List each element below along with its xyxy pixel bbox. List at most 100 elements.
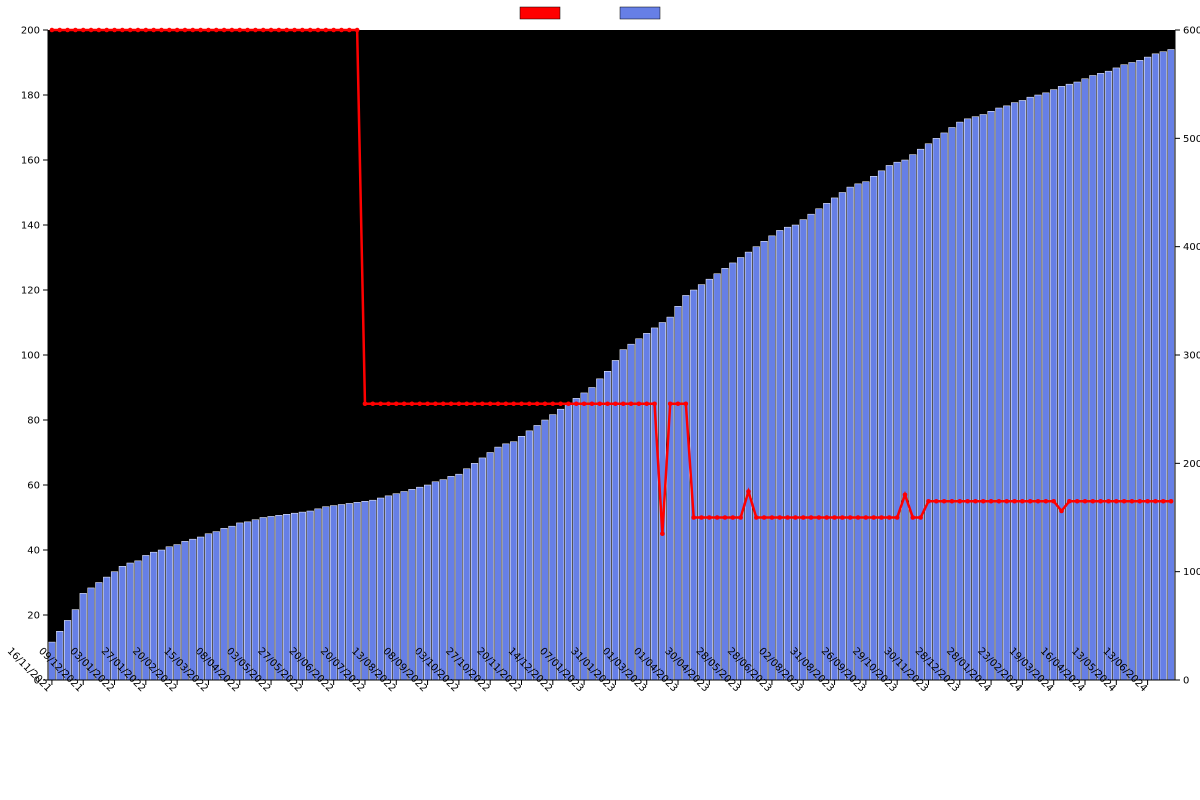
y-tick-label-right: 500	[1183, 134, 1200, 145]
bar	[667, 317, 674, 680]
bar	[1035, 95, 1042, 680]
bar	[1082, 79, 1089, 680]
bar	[534, 425, 541, 680]
line-marker	[1122, 499, 1127, 504]
y-tick-label-left: 40	[27, 546, 40, 557]
bar	[1074, 82, 1081, 680]
line-marker	[394, 401, 399, 406]
bar	[933, 138, 940, 680]
bar	[972, 117, 979, 680]
line-marker	[1098, 499, 1103, 504]
line-marker	[253, 28, 258, 33]
line-marker	[386, 401, 391, 406]
line-marker	[871, 515, 876, 520]
y-tick-label-right: 200	[1183, 459, 1200, 470]
line-marker	[699, 515, 704, 520]
line-marker	[793, 515, 798, 520]
y-tick-label-left: 140	[21, 221, 40, 232]
line-marker	[973, 499, 978, 504]
bar	[737, 258, 744, 681]
chart-svg: 0204060801001201401601802000100200300400…	[0, 0, 1200, 800]
line-marker	[277, 28, 282, 33]
y-tick-label-left: 60	[27, 481, 40, 492]
y-tick-label-left: 80	[27, 416, 40, 427]
y-tick-label-right: 100	[1183, 567, 1200, 578]
line-marker	[519, 401, 524, 406]
line-marker	[65, 28, 70, 33]
line-marker	[73, 28, 78, 33]
line-marker	[57, 28, 62, 33]
bar	[675, 306, 682, 680]
bar	[941, 133, 948, 680]
bar	[1105, 71, 1112, 680]
line-marker	[81, 28, 86, 33]
line-marker	[449, 401, 454, 406]
line-marker	[824, 515, 829, 520]
line-marker	[214, 28, 219, 33]
bar	[456, 474, 463, 680]
bar	[503, 444, 510, 680]
bar	[596, 379, 603, 680]
bar	[213, 532, 220, 680]
line-marker	[104, 28, 109, 33]
bar	[244, 522, 251, 680]
bar	[878, 171, 885, 680]
line-marker	[621, 401, 626, 406]
line-marker	[832, 515, 837, 520]
y-tick-label-right: 300	[1183, 351, 1200, 362]
bar	[988, 111, 995, 680]
line-marker	[738, 515, 743, 520]
line-marker	[1067, 499, 1072, 504]
bar	[604, 371, 611, 680]
line-marker	[558, 401, 563, 406]
line-marker	[488, 401, 493, 406]
bar	[855, 184, 862, 680]
line-marker	[511, 401, 516, 406]
legend-swatch-line	[520, 7, 560, 19]
bar	[886, 165, 893, 680]
bar	[996, 108, 1003, 680]
line-marker	[785, 515, 790, 520]
line-marker	[331, 28, 336, 33]
line-marker	[425, 401, 430, 406]
bar	[823, 203, 830, 680]
line-marker	[1028, 499, 1033, 504]
bar	[1050, 90, 1057, 680]
line-marker	[1091, 499, 1096, 504]
line-marker	[950, 499, 955, 504]
line-marker	[167, 28, 172, 33]
line-marker	[1161, 499, 1166, 504]
line-marker	[590, 401, 595, 406]
line-marker	[1145, 499, 1150, 504]
line-marker	[504, 401, 509, 406]
line-marker	[731, 515, 736, 520]
line-marker	[777, 515, 782, 520]
bar	[714, 274, 721, 680]
bar	[1089, 76, 1096, 681]
bar	[808, 214, 815, 680]
line-marker	[339, 28, 344, 33]
line-marker	[1083, 499, 1088, 504]
bar	[925, 144, 932, 680]
line-marker	[770, 515, 775, 520]
line-marker	[1004, 499, 1009, 504]
line-marker	[347, 28, 352, 33]
line-marker	[136, 28, 141, 33]
line-marker	[480, 401, 485, 406]
bar	[526, 431, 533, 680]
line-marker	[324, 28, 329, 33]
line-marker	[637, 401, 642, 406]
line-marker	[316, 28, 321, 33]
line-marker	[644, 401, 649, 406]
line-marker	[190, 28, 195, 33]
line-marker	[605, 401, 610, 406]
bar	[909, 155, 916, 680]
bar	[557, 409, 564, 680]
line-marker	[723, 515, 728, 520]
line-marker	[175, 28, 180, 33]
line-marker	[574, 401, 579, 406]
line-marker	[183, 28, 188, 33]
bar	[761, 241, 768, 680]
line-marker	[292, 28, 297, 33]
line-marker	[895, 515, 900, 520]
